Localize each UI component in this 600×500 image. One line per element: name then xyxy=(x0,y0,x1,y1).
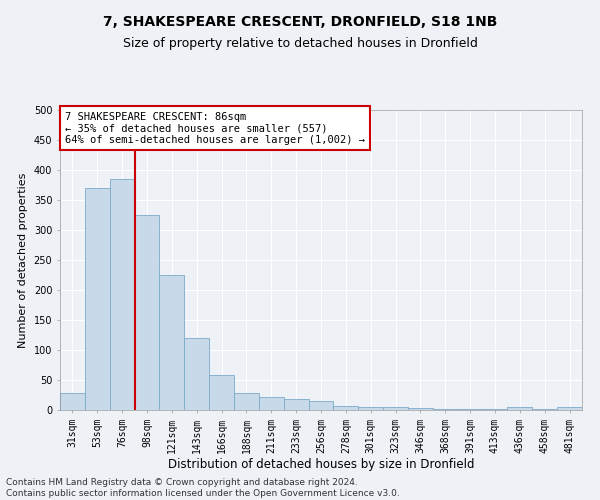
Bar xyxy=(234,393,259,410)
X-axis label: Distribution of detached houses by size in Dronfield: Distribution of detached houses by size … xyxy=(168,458,474,471)
Bar xyxy=(334,406,358,410)
Bar xyxy=(408,408,433,410)
Bar xyxy=(259,397,284,410)
Bar xyxy=(60,393,85,410)
Bar xyxy=(383,407,408,410)
Bar xyxy=(284,399,308,410)
Text: Size of property relative to detached houses in Dronfield: Size of property relative to detached ho… xyxy=(122,38,478,51)
Bar xyxy=(85,188,110,410)
Bar xyxy=(358,407,383,410)
Text: 7 SHAKESPEARE CRESCENT: 86sqm
← 35% of detached houses are smaller (557)
64% of : 7 SHAKESPEARE CRESCENT: 86sqm ← 35% of d… xyxy=(65,112,365,144)
Bar xyxy=(433,409,458,410)
Bar xyxy=(160,275,184,410)
Bar xyxy=(308,401,334,410)
Bar xyxy=(134,215,160,410)
Bar xyxy=(110,179,134,410)
Text: Contains HM Land Registry data © Crown copyright and database right 2024.
Contai: Contains HM Land Registry data © Crown c… xyxy=(6,478,400,498)
Text: 7, SHAKESPEARE CRESCENT, DRONFIELD, S18 1NB: 7, SHAKESPEARE CRESCENT, DRONFIELD, S18 … xyxy=(103,15,497,29)
Bar xyxy=(184,338,209,410)
Bar xyxy=(209,375,234,410)
Y-axis label: Number of detached properties: Number of detached properties xyxy=(18,172,28,348)
Bar xyxy=(557,407,582,410)
Bar xyxy=(508,407,532,410)
